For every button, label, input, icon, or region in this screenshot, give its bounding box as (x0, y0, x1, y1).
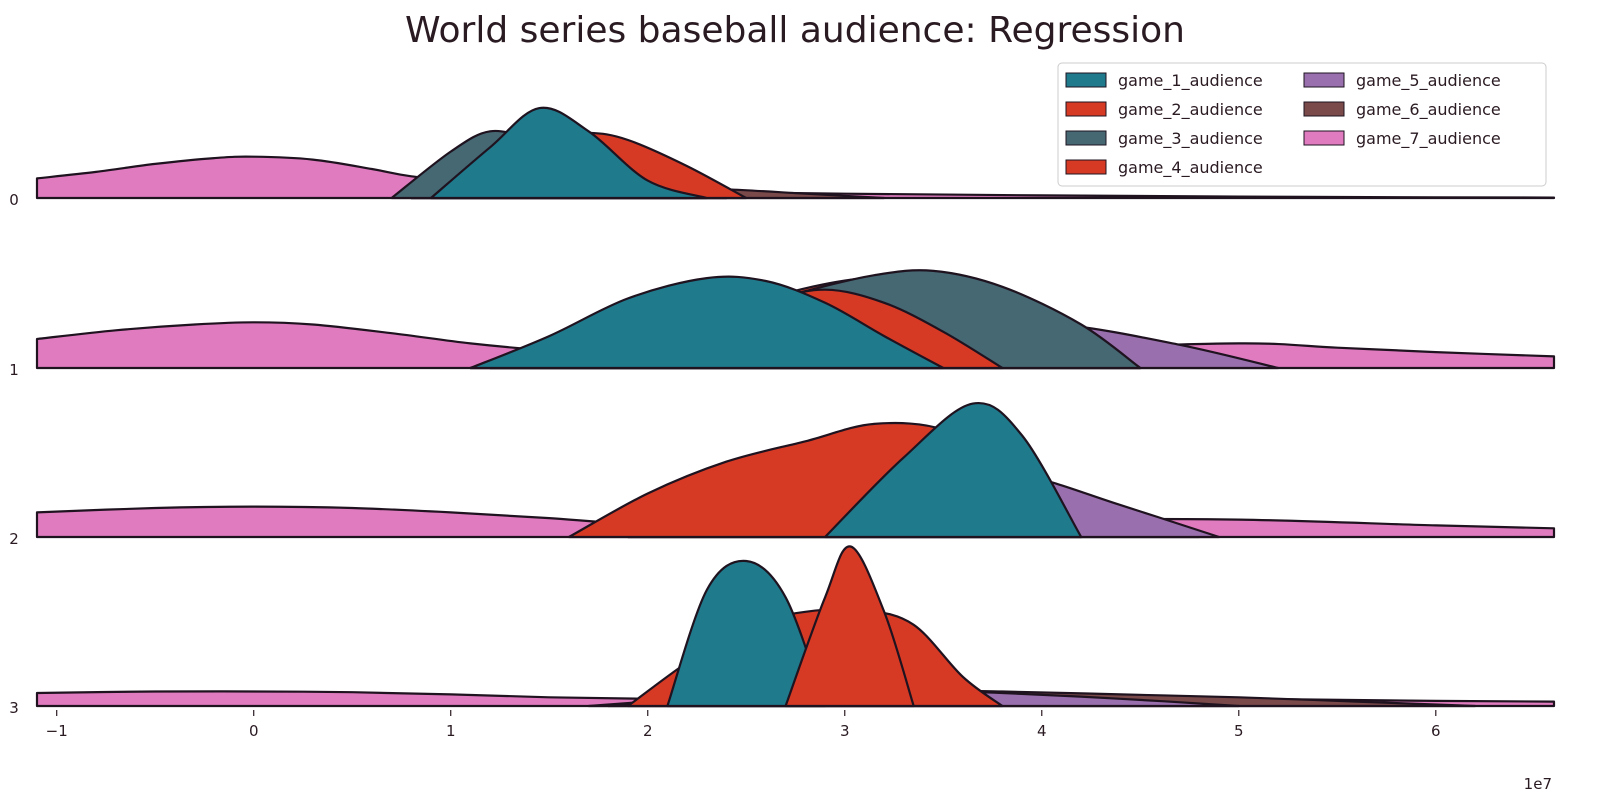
legend-label-game_3_audience: game_3_audience (1118, 129, 1263, 149)
ridge-1-game_1_audience (469, 275, 945, 370)
x-tick-label: 4 (1037, 722, 1047, 740)
row-label-3: 3 (9, 699, 19, 717)
chart-title: World series baseball audience: Regressi… (405, 10, 1185, 51)
x-tick-label: 1 (446, 722, 456, 740)
x-tick-label: 3 (840, 722, 850, 740)
legend-label-game_5_audience: game_5_audience (1356, 71, 1501, 91)
legend-swatch-game_7_audience (1303, 130, 1345, 146)
legend-label-game_1_audience: game_1_audience (1118, 71, 1263, 91)
ridge-0-game_1_audience (429, 106, 708, 200)
legend-box (1057, 62, 1547, 187)
legend-swatch-game_1_audience (1065, 72, 1107, 88)
ridge-row-2 (35, 401, 1556, 539)
row-label-0: 0 (9, 191, 19, 209)
legend-label-game_7_audience: game_7_audience (1356, 129, 1501, 149)
x-tick-label: 6 (1431, 722, 1441, 740)
ridge-2-game_1_audience (824, 401, 1083, 539)
legend-swatch-game_2_audience (1065, 101, 1107, 117)
x-offset-label: 1e7 (1524, 775, 1552, 793)
ridge-row-0 (35, 106, 1556, 200)
legend-swatch-game_3_audience (1065, 130, 1107, 146)
row-label-2: 2 (9, 530, 19, 548)
x-tick-label: 5 (1234, 722, 1244, 740)
ridge-3-game_2_audience (784, 545, 915, 708)
legend: game_1_audience game_2_audience game_3_aud… (1057, 62, 1547, 187)
ridge-area (35, 106, 1556, 708)
x-axis: −1 0 1 2 3 4 5 6 (46, 710, 1441, 740)
x-tick-label: 2 (643, 722, 653, 740)
row-labels: 0 1 2 3 (9, 191, 19, 717)
legend-swatch-game_4_audience (1065, 159, 1107, 175)
legend-label-game_4_audience: game_4_audience (1118, 158, 1263, 178)
legend-label-game_6_audience: game_6_audience (1356, 100, 1501, 120)
ridge-row-3 (35, 545, 1556, 708)
ridge-row-1 (35, 269, 1556, 370)
x-tick-label: 0 (249, 722, 259, 740)
row-label-1: 1 (9, 361, 19, 379)
x-tick-label: −1 (46, 722, 68, 740)
legend-swatch-game_5_audience (1303, 72, 1345, 88)
legend-swatch-game_6_audience (1303, 101, 1345, 117)
legend-label-game_2_audience: game_2_audience (1118, 100, 1263, 120)
